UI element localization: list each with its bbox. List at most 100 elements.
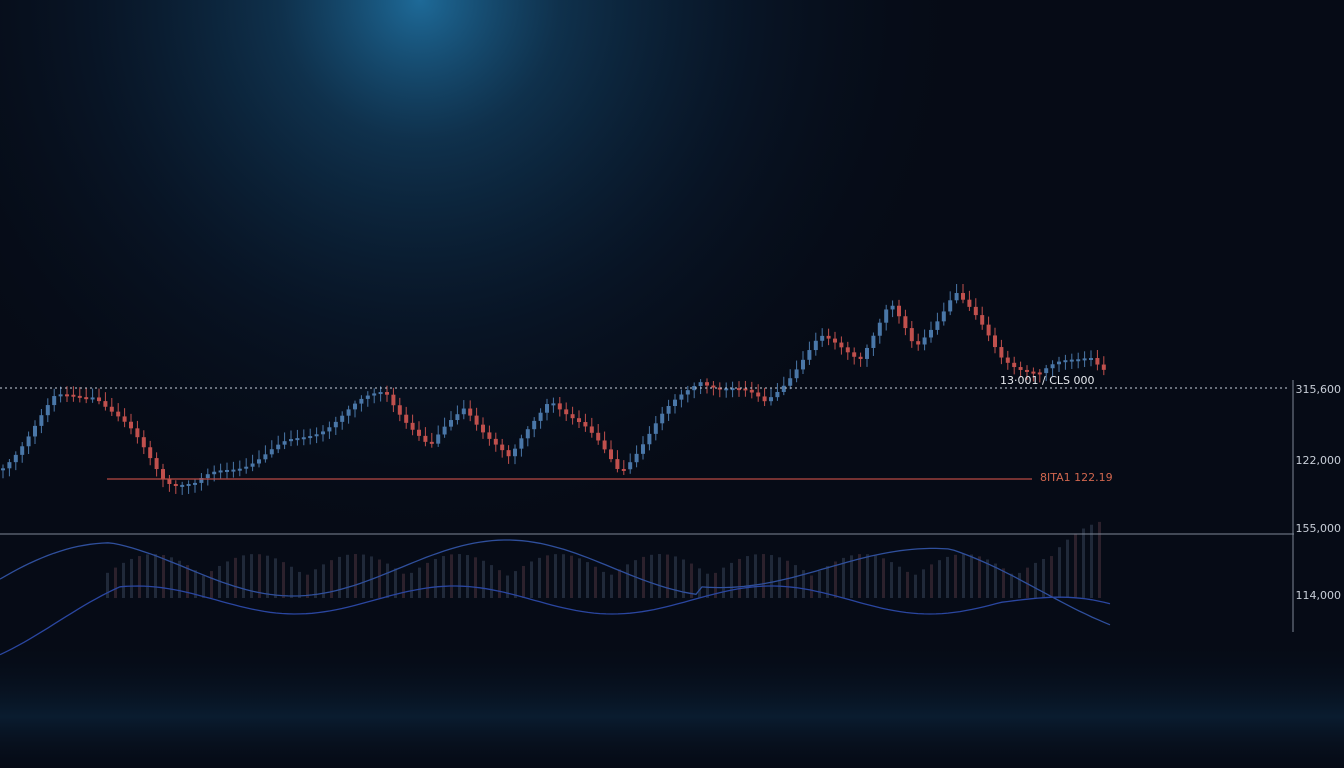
volume-bar <box>290 566 293 598</box>
candle-body <box>564 409 569 415</box>
volume-bar <box>602 571 605 598</box>
candle-body <box>1057 361 1061 365</box>
volume-bar <box>402 573 405 598</box>
candle-body <box>769 397 773 402</box>
volume-bar <box>546 555 549 598</box>
candle-body <box>865 347 869 359</box>
candle-body <box>71 394 76 397</box>
volume-bar <box>562 554 565 598</box>
candle-body <box>97 397 101 402</box>
candle-body <box>13 454 18 463</box>
candle-body <box>506 450 511 457</box>
volume-bar <box>930 564 933 598</box>
candle-body <box>954 293 959 301</box>
volume-bar <box>186 565 189 598</box>
volume-bar <box>170 557 173 598</box>
candle-body <box>845 347 850 353</box>
volume-bar <box>1058 547 1061 598</box>
candle-body <box>941 311 946 322</box>
candle-body <box>730 388 735 391</box>
candle-body <box>436 434 441 444</box>
candle-body <box>225 469 229 472</box>
candle-body <box>717 387 722 390</box>
candle-body <box>173 484 178 487</box>
candle-body <box>77 395 82 398</box>
volume-bar <box>842 557 845 598</box>
volume-bar <box>626 564 629 598</box>
volume-bar <box>346 554 349 598</box>
candle-body <box>973 306 978 316</box>
volume-bar <box>954 554 957 598</box>
volume-bar <box>162 555 165 598</box>
candle-body <box>199 478 204 483</box>
volume-bar <box>234 557 237 598</box>
candle-body <box>1069 359 1074 362</box>
axis-label: 315,600 <box>1296 383 1342 396</box>
candle-body <box>653 423 658 434</box>
volume-bar <box>570 555 573 598</box>
candle-body <box>660 413 665 424</box>
candle-body <box>186 483 191 486</box>
candle-body <box>39 415 44 426</box>
candle-body <box>353 403 357 410</box>
volume-bar <box>770 555 773 598</box>
candle-body <box>532 420 537 430</box>
volume-bar <box>666 554 669 598</box>
candle-body <box>519 438 524 449</box>
candle-body <box>711 385 716 388</box>
volume-bar <box>210 571 213 598</box>
candle-body <box>1095 358 1100 365</box>
candle-body <box>333 421 338 428</box>
volume-bar <box>1042 558 1045 598</box>
volume-bar <box>386 563 389 598</box>
candle-body <box>20 446 25 455</box>
volume-bar <box>938 560 941 598</box>
candle-body <box>250 463 255 467</box>
candle-body <box>346 409 351 416</box>
price-tag: 13·001 / CLS 000 <box>1000 374 1094 387</box>
volume-bar <box>1050 556 1053 598</box>
candle-body <box>884 309 889 323</box>
candle-body <box>775 391 780 398</box>
volume-bar <box>906 571 909 598</box>
volume-bar <box>138 556 141 598</box>
volume-bar <box>106 572 109 598</box>
volume-bar <box>538 557 541 598</box>
volume-bar <box>650 554 653 598</box>
candle-body <box>692 386 697 391</box>
volume-bar <box>610 574 613 598</box>
volume-bar <box>810 575 813 598</box>
candle-body <box>461 408 466 415</box>
volume-bar <box>466 555 469 598</box>
volume-bar <box>858 554 861 598</box>
volume-bar <box>378 559 381 598</box>
candle-body <box>84 397 89 400</box>
candle-body <box>929 329 933 338</box>
candle-body <box>551 403 556 406</box>
volume-bar <box>1026 567 1029 598</box>
volume-bar <box>1010 573 1013 598</box>
candle-body <box>820 335 825 341</box>
candles <box>1 284 1106 495</box>
candle-body <box>109 406 114 412</box>
volume-bar <box>978 556 981 598</box>
candle-body <box>897 305 901 317</box>
candle-body <box>442 426 447 435</box>
candle-body <box>321 431 325 435</box>
candle-body <box>890 305 895 310</box>
candle-body <box>909 328 914 342</box>
candle-body <box>807 350 812 360</box>
candle-body <box>257 459 261 464</box>
candle-body <box>327 427 332 432</box>
candle-body <box>903 316 908 329</box>
volume-bar <box>738 558 741 598</box>
candle-body <box>1031 371 1036 374</box>
candle-body <box>1076 359 1081 362</box>
candle-body <box>359 398 364 404</box>
volume-bar <box>866 554 869 598</box>
volume-bar <box>434 558 437 598</box>
volume-bar <box>506 575 509 598</box>
volume-bar <box>298 571 301 598</box>
volume-bar <box>490 565 493 598</box>
volume-bar <box>474 557 477 598</box>
